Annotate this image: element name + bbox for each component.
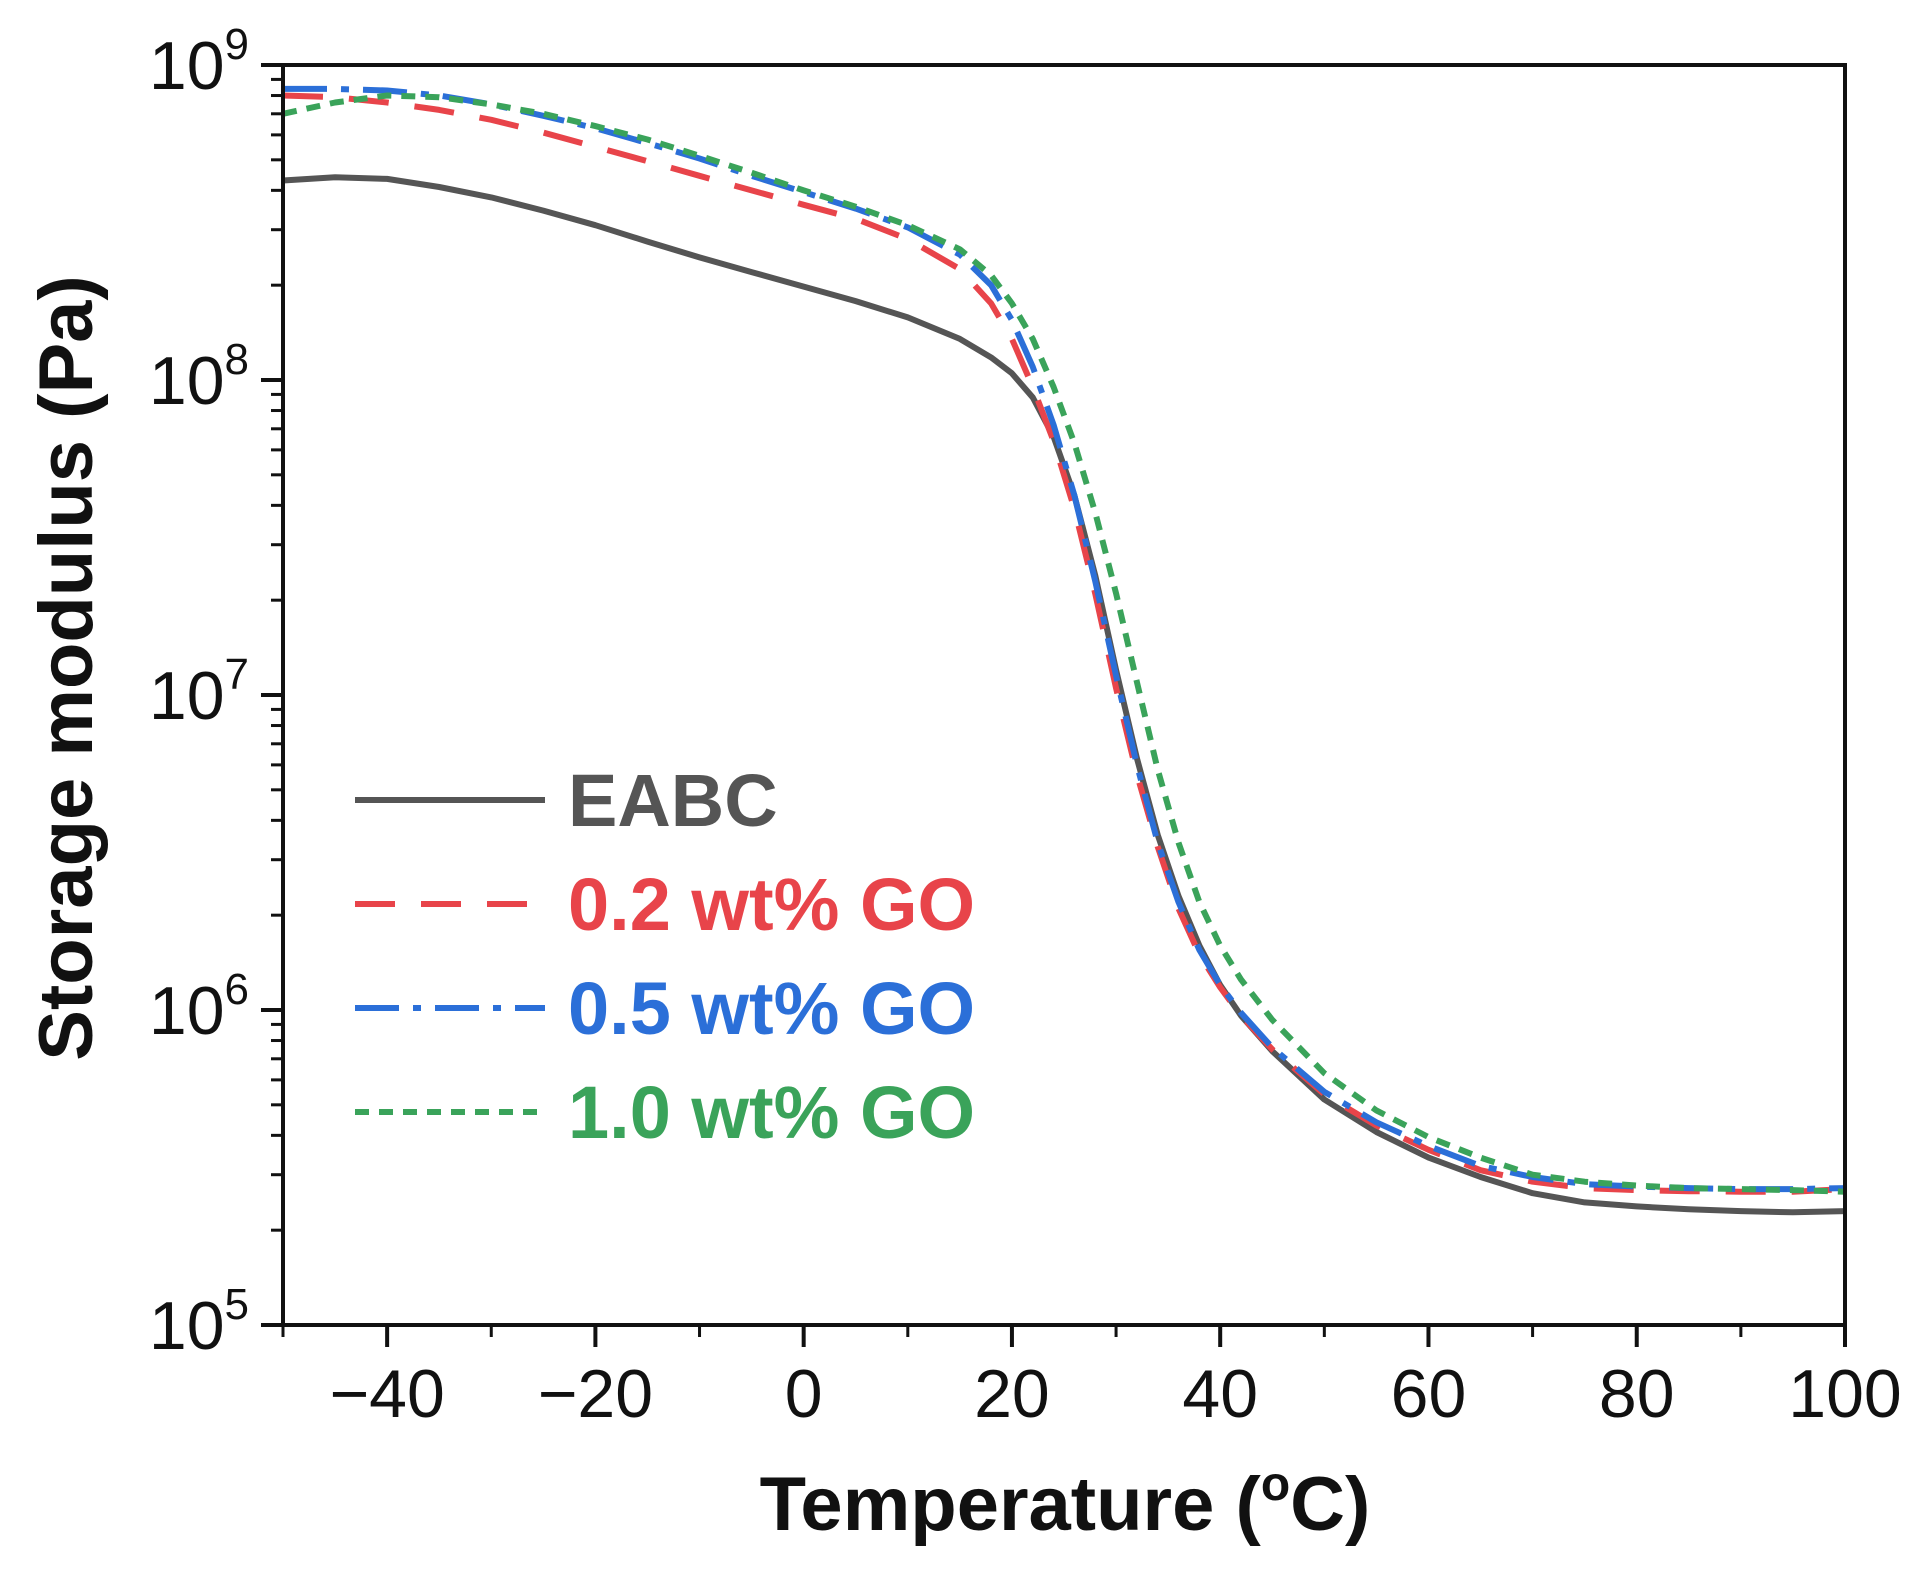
x-axis-title-unit: C) <box>1290 1462 1370 1547</box>
x-tick-label: 40 <box>1182 1356 1258 1432</box>
y-tick-base: 10 <box>149 343 225 419</box>
y-tick-base: 10 <box>149 28 225 104</box>
y-tick-exponent: 8 <box>225 335 249 384</box>
x-axis-title-degree: o <box>1261 1458 1290 1511</box>
y-tick-exponent: 6 <box>225 965 249 1014</box>
x-tick-label: 100 <box>1788 1356 1901 1432</box>
series-line-2 <box>283 85 1846 1193</box>
y-tick-exponent: 9 <box>225 20 249 69</box>
y-tick-label: 106 <box>149 965 249 1049</box>
series-layer <box>282 85 1846 1216</box>
y-tick-base: 10 <box>149 973 225 1049</box>
y-tick-label: 107 <box>149 650 249 734</box>
x-tick-label: −20 <box>538 1356 653 1432</box>
legend-label-3: 1.0 wt% GO <box>568 1071 975 1154</box>
x-tick-label: 0 <box>785 1356 823 1432</box>
y-tick-exponent: 7 <box>225 650 249 699</box>
x-tick-label: −40 <box>329 1356 444 1432</box>
y-tick-base: 10 <box>149 1288 225 1364</box>
x-tick-label: 80 <box>1599 1356 1675 1432</box>
y-tick-base: 10 <box>149 658 225 734</box>
y-tick-label: 108 <box>149 335 249 419</box>
legend-label-0: EABC <box>568 759 778 842</box>
y-tick-label: 109 <box>149 20 249 104</box>
x-tick-label: 60 <box>1391 1356 1467 1432</box>
y-tick-label: 105 <box>149 1280 249 1364</box>
x-axis-title: Temperature (oC) <box>760 1458 1371 1547</box>
series-line-3 <box>282 92 1846 1195</box>
x-axis-title-text: Temperature ( <box>760 1462 1262 1547</box>
y-tick-exponent: 5 <box>225 1280 249 1329</box>
legend: EABC 0.2 wt% GO 0.5 wt% GO 1.0 wt% GO <box>355 759 975 1154</box>
legend-label-2: 0.5 wt% GO <box>568 967 975 1050</box>
x-tick-label: 20 <box>974 1356 1050 1432</box>
legend-label-1: 0.2 wt% GO <box>568 863 975 946</box>
y-axis-title: Storage modulus (Pa) <box>24 275 109 1060</box>
